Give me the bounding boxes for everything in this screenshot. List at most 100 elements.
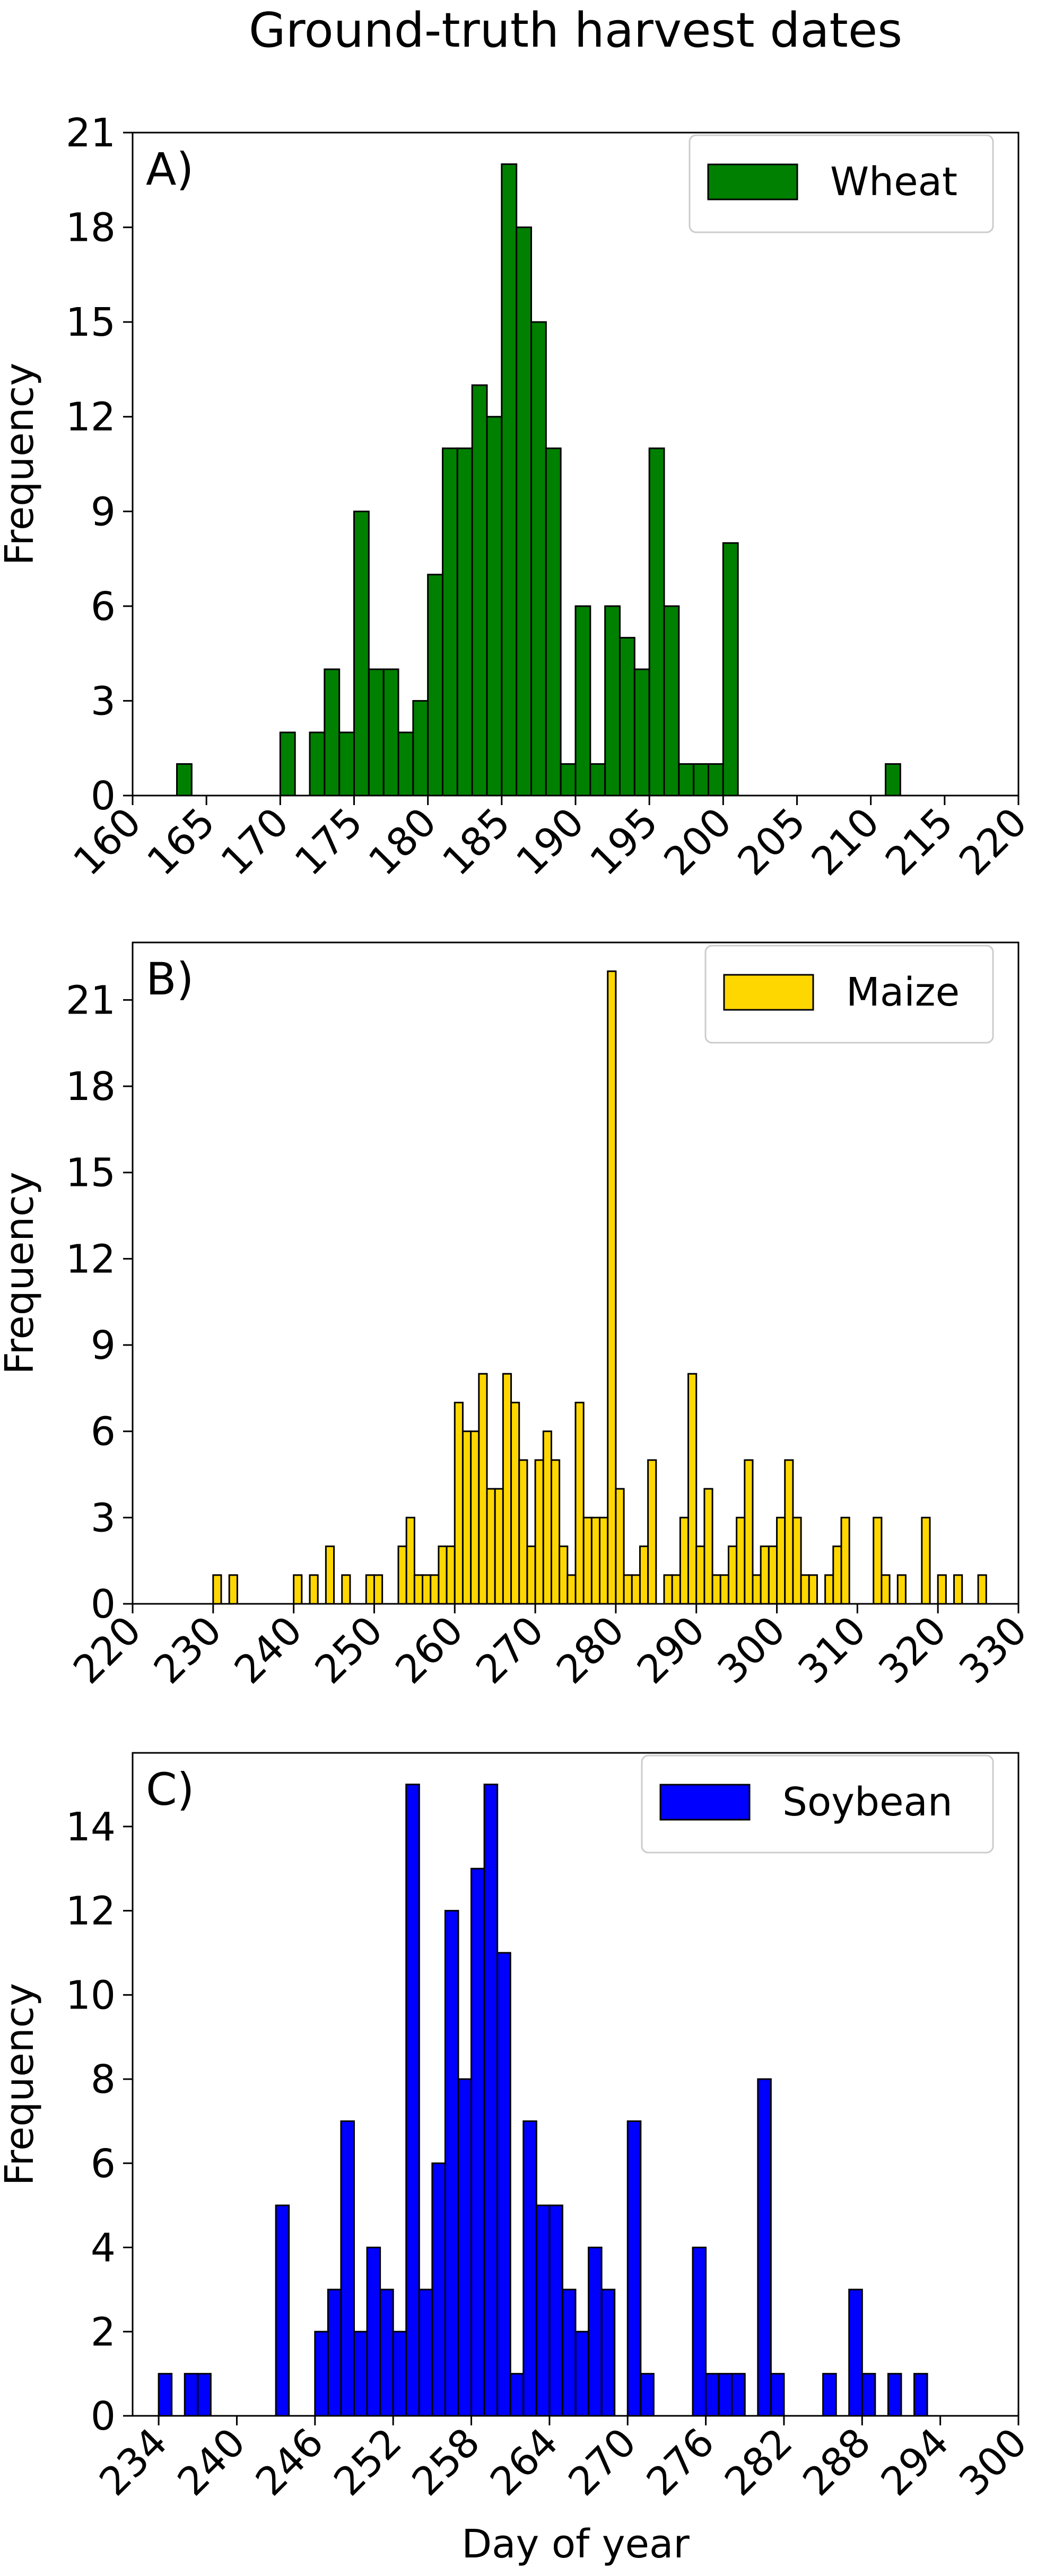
legend: Maize bbox=[704, 945, 994, 1044]
histogram-bar bbox=[633, 668, 650, 797]
histogram-bar bbox=[574, 2330, 590, 2417]
histogram-bar bbox=[832, 1545, 842, 1605]
y-tick-label: 0 bbox=[91, 1582, 116, 1627]
legend-swatch bbox=[659, 1784, 751, 1821]
histogram-bar bbox=[325, 1545, 335, 1605]
panel-label: C) bbox=[146, 1763, 194, 1815]
histogram-bar bbox=[486, 1488, 496, 1605]
histogram-bar bbox=[397, 731, 414, 797]
histogram-bar bbox=[977, 1574, 987, 1605]
y-tick-label: 12 bbox=[66, 1889, 116, 1934]
histogram-bar bbox=[559, 1545, 569, 1605]
histogram-bar bbox=[840, 1516, 850, 1605]
histogram-bar bbox=[784, 1459, 794, 1605]
histogram-bar bbox=[692, 2247, 707, 2417]
histogram-bar bbox=[422, 1574, 432, 1605]
histogram-bar bbox=[671, 1574, 681, 1605]
histogram-bar bbox=[379, 2289, 394, 2417]
histogram-bar bbox=[526, 1545, 536, 1605]
y-axis-label: Frequency bbox=[0, 1172, 42, 1374]
histogram-bar bbox=[711, 1574, 721, 1605]
histogram-bar bbox=[663, 1574, 673, 1605]
histogram-bar bbox=[695, 1545, 705, 1605]
y-tick-label: 21 bbox=[66, 977, 116, 1023]
histogram-bar bbox=[561, 2289, 577, 2417]
histogram-bar bbox=[431, 2162, 446, 2417]
y-tick-label: 18 bbox=[66, 1064, 116, 1110]
histogram-bar bbox=[678, 763, 695, 797]
histogram-bar bbox=[430, 1574, 440, 1605]
histogram-bar bbox=[518, 1459, 528, 1605]
histogram-bar bbox=[397, 1545, 407, 1605]
histogram-bar bbox=[502, 1373, 512, 1605]
histogram-bar bbox=[483, 1784, 499, 2417]
legend: Wheat bbox=[689, 134, 994, 233]
histogram-bar bbox=[412, 700, 429, 797]
histogram-bar bbox=[522, 2120, 537, 2417]
y-tick-label: 0 bbox=[91, 2394, 116, 2439]
panel-label: B) bbox=[146, 953, 194, 1005]
histogram-bar bbox=[530, 321, 547, 797]
histogram-bar bbox=[881, 1574, 891, 1605]
histogram-bar bbox=[752, 1574, 762, 1605]
histogram-bar bbox=[293, 1574, 303, 1605]
histogram-bar bbox=[405, 1784, 420, 2417]
histogram-bar bbox=[913, 2373, 928, 2417]
histogram-bar bbox=[896, 1574, 907, 1605]
histogram-bar bbox=[327, 2289, 342, 2417]
histogram-bar bbox=[848, 2289, 863, 2417]
y-tick-label: 15 bbox=[66, 1150, 116, 1196]
histogram-bar bbox=[548, 2204, 563, 2417]
legend-swatch bbox=[707, 163, 798, 200]
histogram-bar bbox=[365, 1574, 375, 1605]
histogram-bar bbox=[438, 1545, 448, 1605]
histogram-bar bbox=[648, 447, 665, 797]
y-tick-label: 18 bbox=[66, 205, 116, 251]
histogram-bar bbox=[776, 1516, 786, 1605]
histogram-bar bbox=[368, 668, 385, 797]
axes-frame-2 bbox=[132, 941, 1020, 1605]
histogram-bar bbox=[719, 1574, 729, 1605]
histogram-bar bbox=[768, 1545, 778, 1605]
histogram-bar bbox=[418, 2289, 433, 2417]
histogram-bar bbox=[279, 731, 296, 797]
histogram-bar bbox=[861, 2373, 876, 2417]
histogram-bar bbox=[340, 2120, 355, 2417]
histogram-bar bbox=[708, 763, 724, 797]
histogram-bar bbox=[800, 1574, 810, 1605]
histogram-bar bbox=[623, 1574, 633, 1605]
axes-frame-3 bbox=[132, 1752, 1020, 2417]
y-tick-label: 3 bbox=[91, 678, 116, 724]
histogram-bar bbox=[413, 1574, 424, 1605]
y-tick-label: 6 bbox=[91, 1409, 116, 1455]
histogram-bar bbox=[770, 2373, 785, 2417]
histogram-bar bbox=[567, 1574, 577, 1605]
y-tick-label: 14 bbox=[66, 1804, 116, 1850]
histogram-bar bbox=[887, 2373, 902, 2417]
histogram-bar bbox=[921, 1516, 931, 1605]
histogram-bar bbox=[757, 2078, 772, 2417]
legend-label: Soybean bbox=[782, 1779, 953, 1825]
figure-title: Ground-truth harvest dates bbox=[249, 3, 902, 58]
histogram-bar bbox=[560, 763, 577, 797]
y-tick-label: 2 bbox=[91, 2309, 116, 2355]
histogram-bar bbox=[535, 2204, 551, 2417]
histogram-bar bbox=[545, 447, 562, 797]
histogram-bar bbox=[542, 1430, 552, 1605]
histogram-bar bbox=[446, 1545, 456, 1605]
histogram-bar bbox=[588, 2247, 603, 2417]
histogram-bar bbox=[550, 1459, 561, 1605]
histogram-bar bbox=[373, 1574, 384, 1605]
histogram-bar bbox=[478, 1373, 488, 1605]
y-tick-label: 15 bbox=[66, 300, 116, 345]
y-tick-label: 0 bbox=[91, 773, 116, 819]
histogram-bar bbox=[705, 2373, 720, 2417]
y-tick-label: 6 bbox=[91, 2141, 116, 2187]
y-tick-label: 6 bbox=[91, 584, 116, 630]
y-tick-label: 9 bbox=[91, 1323, 116, 1368]
histogram-bar bbox=[461, 1430, 472, 1605]
histogram-bar bbox=[619, 636, 635, 797]
y-tick-label: 12 bbox=[66, 395, 116, 440]
histogram-bar bbox=[501, 163, 518, 797]
histogram-bar bbox=[744, 1459, 754, 1605]
